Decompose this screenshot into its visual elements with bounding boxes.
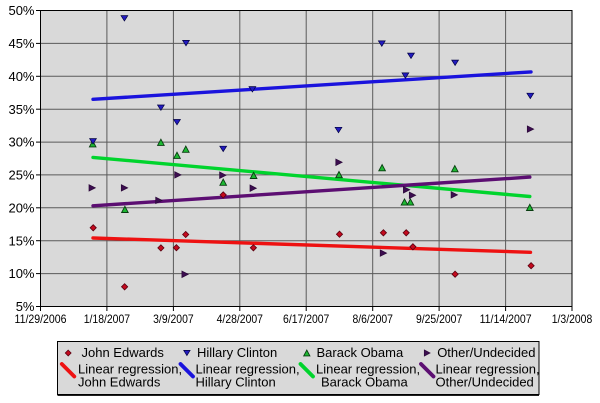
svg-text:45%: 45% [8, 36, 34, 51]
svg-text:10%: 10% [8, 266, 34, 281]
svg-text:4/28/2007: 4/28/2007 [217, 312, 264, 326]
svg-text:30%: 30% [8, 135, 34, 150]
svg-text:11/14/2007: 11/14/2007 [480, 312, 532, 326]
svg-text:9/25/2007: 9/25/2007 [416, 312, 463, 326]
svg-text:1/18/2007: 1/18/2007 [84, 312, 131, 326]
svg-text:Linear regression,: Linear regression, [316, 362, 420, 377]
svg-text:Hillary Clinton: Hillary Clinton [197, 345, 277, 360]
svg-text:11/29/2006: 11/29/2006 [15, 312, 67, 326]
svg-text:50%: 50% [8, 3, 34, 18]
svg-text:Linear regression,: Linear regression, [78, 362, 182, 377]
svg-text:1/3/2008: 1/3/2008 [552, 312, 593, 326]
svg-text:Linear regression,: Linear regression, [196, 362, 300, 377]
svg-text:40%: 40% [8, 69, 34, 84]
svg-text:35%: 35% [8, 102, 34, 117]
svg-text:John Edwards: John Edwards [78, 375, 161, 390]
svg-text:25%: 25% [8, 168, 34, 183]
svg-text:3/9/2007: 3/9/2007 [153, 312, 194, 326]
svg-text:Barack Obama: Barack Obama [321, 375, 408, 390]
svg-text:John Edwards: John Edwards [82, 345, 165, 360]
svg-text:8/6/2007: 8/6/2007 [352, 312, 393, 326]
svg-text:Other/Undecided: Other/Undecided [437, 345, 535, 360]
svg-text:20%: 20% [8, 200, 34, 215]
svg-text:15%: 15% [8, 233, 34, 248]
svg-text:6/17/2007: 6/17/2007 [283, 312, 330, 326]
svg-text:Hillary Clinton: Hillary Clinton [196, 375, 276, 390]
svg-text:Other/Undecided: Other/Undecided [436, 375, 534, 390]
svg-text:Barack Obama: Barack Obama [317, 345, 404, 360]
svg-text:5%: 5% [16, 299, 35, 314]
svg-text:Linear regression,: Linear regression, [436, 362, 540, 377]
